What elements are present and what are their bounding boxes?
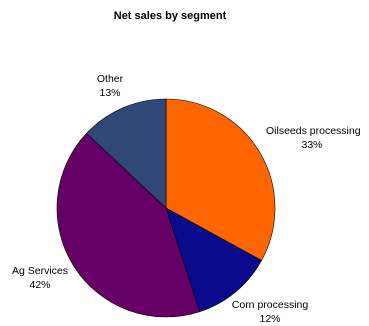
slice-value-oilseeds-processing: 33% <box>301 139 322 151</box>
pie-slice-corn-processing <box>165 207 262 313</box>
slice-label-other: Other <box>97 73 124 85</box>
pie-slice-other <box>86 98 167 209</box>
pie-slice-ag-services <box>56 132 201 318</box>
pie-slices <box>56 98 276 318</box>
pie-slice-oilseeds-processing <box>165 98 276 261</box>
slice-labels: Oilseeds processing 33% Corn processing 12%… <box>12 73 361 325</box>
slice-value-other: 13% <box>99 87 120 99</box>
chart-title: Net sales by segment <box>114 10 227 22</box>
slice-label-corn-processing: Corn processing <box>232 299 309 311</box>
slice-label-oilseeds-processing: Oilseeds processing <box>266 125 361 137</box>
slice-value-corn-processing: 12% <box>259 313 280 325</box>
slice-label-ag-services: Ag Services <box>12 265 68 277</box>
slice-value-ag-services: 42% <box>29 279 50 291</box>
